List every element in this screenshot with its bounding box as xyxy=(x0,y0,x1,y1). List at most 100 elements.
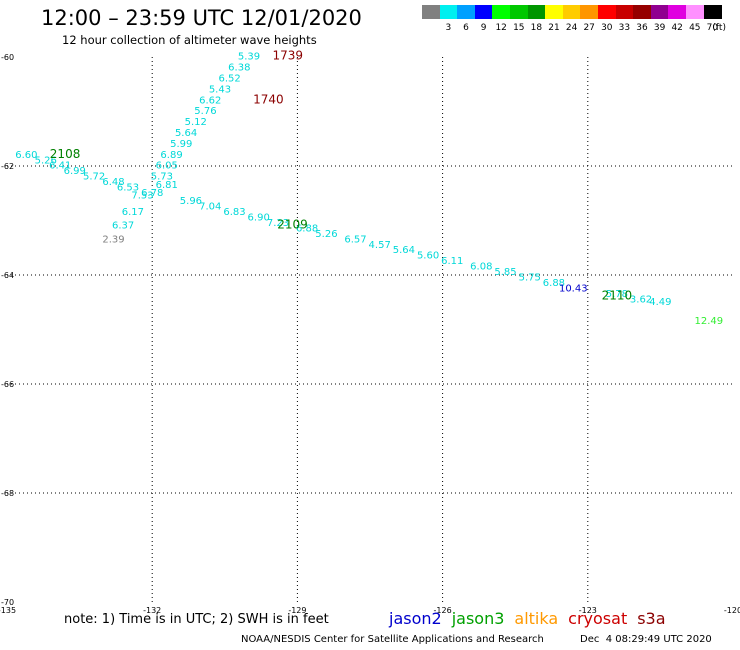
pass-time-label: 2108 xyxy=(50,147,81,161)
legend-swatch xyxy=(492,5,511,19)
pass-time-label: 1739 xyxy=(272,49,303,63)
legend-label: 15 xyxy=(513,23,525,33)
map-title: 12:00 – 23:59 UTC 12/01/2020 xyxy=(41,6,362,30)
wave-height-value: 2.39 xyxy=(102,234,124,245)
lon-tick-label: -132 xyxy=(143,606,161,615)
wave-height-value: 6.17 xyxy=(122,207,144,218)
legend-swatch xyxy=(457,5,476,19)
lat-tick-label: -70 xyxy=(1,598,14,607)
wave-height-value: 3.62 xyxy=(630,294,652,305)
wave-height-value: 6.48 xyxy=(102,177,124,188)
legend-label: 3 xyxy=(445,23,452,33)
legend-swatch xyxy=(545,5,564,19)
legend-swatch xyxy=(650,5,669,19)
lon-tick-label: -126 xyxy=(434,606,452,615)
lat-tick-label: -64 xyxy=(1,271,14,280)
wave-height-value: 5.76 xyxy=(194,106,216,117)
satellite-name: jason2 xyxy=(389,609,442,628)
lat-tick-label: -60 xyxy=(1,53,14,62)
wave-height-value: 5.73 xyxy=(151,172,173,183)
wave-height-value: 6.88 xyxy=(296,223,318,234)
legend-swatch xyxy=(580,5,599,19)
lat-tick-label: -62 xyxy=(1,162,14,171)
legend-label: 21 xyxy=(548,23,560,33)
wave-height-value: 6.52 xyxy=(219,74,241,85)
wave-height-value: 6.11 xyxy=(441,256,463,267)
legend-label: 12 xyxy=(495,23,507,33)
wave-height-value: 5.64 xyxy=(175,128,197,139)
legend-swatch xyxy=(422,5,440,19)
legend-swatch xyxy=(703,5,722,19)
wave-height-value: 7.23 xyxy=(267,218,289,229)
pass-time-labels: 1739 1740 2108 2109 2110 xyxy=(50,49,632,303)
wave-height-value: 6.37 xyxy=(112,221,134,232)
legend-swatch xyxy=(598,5,616,19)
wave-height-value: 5.12 xyxy=(185,117,207,128)
wave-height-value: 10.43 xyxy=(559,283,588,294)
legend-label: 27 xyxy=(583,23,595,33)
lon-tick-label: -135 xyxy=(0,606,16,615)
wave-height-value: 6.57 xyxy=(344,234,366,245)
pass-time-label: 2109 xyxy=(277,218,308,232)
grid-lines xyxy=(7,57,733,602)
wave-height-values: 5.396.386.525.436.625.765.125.645.996.89… xyxy=(15,52,723,327)
legend-label: 45 xyxy=(689,23,701,33)
wave-height-value: 6.99 xyxy=(64,166,86,177)
wave-height-value: 5.60 xyxy=(417,251,439,262)
satellite-name: s3a xyxy=(637,609,666,628)
wave-height-value: 6.38 xyxy=(228,63,250,74)
legend-swatch xyxy=(439,5,458,19)
wave-height-value: 5.26 xyxy=(315,229,337,240)
legend-label: 18 xyxy=(530,23,543,33)
legend-label: 33 xyxy=(618,23,631,33)
legend-label: 6 xyxy=(463,23,469,33)
wave-height-value: 6.53 xyxy=(117,183,139,194)
satellite-key: jason2 jason3 altika cryosat s3a xyxy=(389,609,676,628)
lon-tick-label: -123 xyxy=(579,606,597,615)
wave-height-value: 6.81 xyxy=(156,180,178,191)
legend-swatch xyxy=(474,5,493,19)
wave-height-value: 7.04 xyxy=(199,202,221,213)
satellite-name: altika xyxy=(514,609,559,628)
wave-height-value: 5.85 xyxy=(494,267,516,278)
legend-swatch xyxy=(633,5,652,19)
legend-swatch xyxy=(562,5,581,19)
wave-height-value: 4.57 xyxy=(369,240,391,251)
wave-height-value: 6.41 xyxy=(49,161,71,172)
axis-ticks: -135 -132 -129 -126 -123 -120 -60 -62 -64 -66 -68 -… xyxy=(0,53,740,615)
legend-unit: (ft) xyxy=(712,23,726,33)
pass-time-label: 2110 xyxy=(602,289,633,303)
legend-label: 42 xyxy=(671,23,683,33)
wave-height-value: 6.89 xyxy=(160,150,182,161)
wave-height-value: 5.64 xyxy=(393,245,415,256)
wave-height-value: 5.43 xyxy=(209,84,231,95)
legend-label: 30 xyxy=(601,23,613,33)
wave-height-value: 6.78 xyxy=(141,188,163,199)
color-legend: 3 6 9 12 15 18 21 24 27 30 33 36 39 42 45 70 (ft) xyxy=(422,5,740,35)
wave-height-value: 12.49 xyxy=(694,316,723,327)
satellite-name: jason3 xyxy=(451,609,505,628)
lon-tick-label: -120 xyxy=(724,606,740,615)
legend-swatch xyxy=(686,5,704,19)
generation-timestamp: Dec 4 08:29:49 UTC 2020 xyxy=(580,634,712,645)
wave-height-value: 5.78 xyxy=(606,289,628,300)
wave-height-value: 5.26 xyxy=(35,155,57,166)
legend-swatch xyxy=(615,5,634,19)
credit-line: NOAA/NESDIS Center for Satellite Applica… xyxy=(241,634,544,645)
legend-swatch xyxy=(510,5,528,19)
wave-height-value: 6.88 xyxy=(543,278,565,289)
legend-label: 70 xyxy=(706,23,719,33)
wave-height-value: 6.62 xyxy=(199,95,221,106)
lat-tick-label: -66 xyxy=(1,380,14,389)
map-subtitle: 12 hour collection of altimeter wave hei… xyxy=(62,33,317,47)
wave-height-value: 5.96 xyxy=(180,196,202,207)
footnote: note: 1) Time is in UTC; 2) SWH is in fe… xyxy=(64,612,329,627)
legend-swatch xyxy=(527,5,546,19)
wave-height-value: 6.05 xyxy=(156,161,178,172)
lon-tick-label: -129 xyxy=(288,606,306,615)
wave-height-value: 5.75 xyxy=(519,272,541,283)
lat-tick-label: -68 xyxy=(1,489,14,498)
wave-height-value: 5.72 xyxy=(83,172,105,183)
wave-height-value: 6.60 xyxy=(15,150,37,161)
